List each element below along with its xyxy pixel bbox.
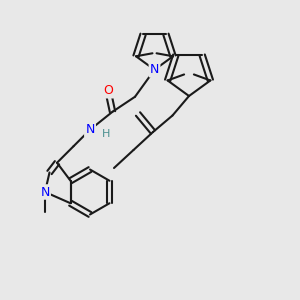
- Text: N: N: [150, 63, 159, 76]
- Text: N: N: [40, 185, 50, 199]
- Text: H: H: [102, 129, 111, 139]
- Text: O: O: [103, 84, 113, 97]
- Text: N: N: [85, 123, 95, 136]
